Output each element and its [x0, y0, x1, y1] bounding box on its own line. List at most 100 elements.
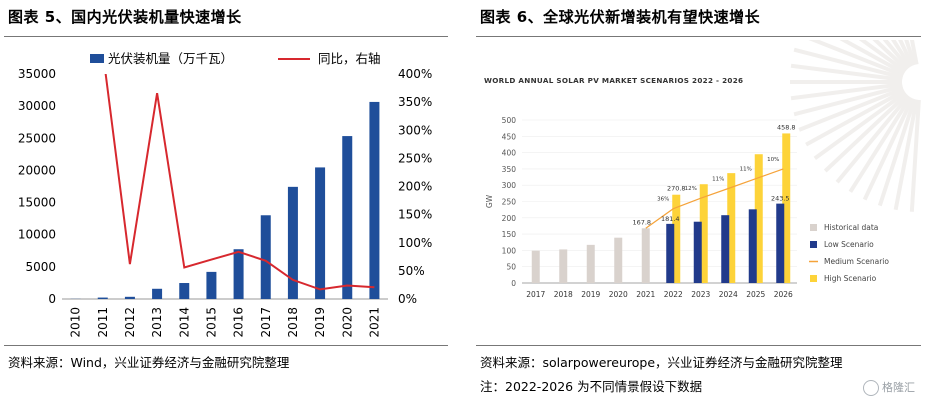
legend-label: High Scenario: [824, 274, 877, 283]
sunburst-ray-icon: [890, 40, 913, 68]
install-bar: [152, 288, 163, 299]
world-pv-scenarios-chart: WORLD ANNUAL SOLAR PV MARKET SCENARIOS 2…: [476, 40, 921, 318]
scenario-chart-title: WORLD ANNUAL SOLAR PV MARKET SCENARIOS 2…: [484, 76, 743, 85]
x-tick-label: 2019: [313, 307, 327, 338]
growth-rate-label: 10%: [767, 157, 779, 163]
sunburst-ray-icon: [823, 92, 909, 173]
growth-rate-label: 12%: [685, 186, 697, 192]
right-title-rule: [476, 36, 921, 37]
historical-value-label: 167.8: [632, 218, 651, 226]
sunburst-ray-icon: [893, 99, 919, 211]
left-title-rule: [4, 36, 448, 37]
high-scenario-bar: [782, 133, 791, 283]
sunburst-ray-icon: [848, 96, 913, 193]
x-tick-label: 2015: [204, 307, 218, 338]
sunburst-ray-icon: [813, 90, 907, 161]
y-right-tick-label: 0%: [398, 292, 417, 306]
x-tick-label: 2026: [774, 290, 793, 299]
watermark-logo-icon: [863, 380, 879, 396]
right-source-text: 资料来源：solarpowereurope，兴业证券经济与金融研究院整理: [480, 355, 843, 370]
sunburst-ray-icon: [790, 63, 903, 82]
sunburst-ray-icon: [793, 84, 904, 117]
y-tick-label: 350: [502, 165, 517, 174]
left-figure-panel: 图表 5、国内光伏装机量快速增长 光伏装机量（万千瓦） 同比，右轴 0 5000 100…: [0, 0, 452, 400]
sunburst-ray-icon: [909, 40, 919, 65]
low-scenario-bar: [748, 209, 757, 283]
legend-label: Medium Scenario: [824, 257, 889, 266]
y-right-tick-label: 100%: [398, 236, 432, 250]
y-left-tick-label: 25000: [18, 131, 56, 145]
sunburst-ray-icon: [805, 88, 906, 147]
legend-bar-label: 光伏装机量（万千瓦）: [108, 51, 233, 66]
high-value-label: 458.8: [777, 123, 796, 131]
legend-line-label: 同比，右轴: [318, 51, 381, 66]
x-tick-label: 2019: [581, 290, 600, 299]
left-figure-title: 图表 5、国内光伏装机量快速增长: [8, 8, 242, 26]
legend-label: Historical data: [824, 223, 878, 232]
y-tick-label: 250: [502, 198, 517, 207]
growth-rate-label: 11%: [740, 167, 752, 173]
x-tick-label: 2021: [367, 307, 381, 338]
sunburst-ray-icon: [793, 47, 904, 80]
x-tick-label: 2021: [636, 290, 655, 299]
left-source-text: 资料来源：Wind，兴业证券经济与金融研究院整理: [8, 355, 290, 370]
x-tick-label: 2014: [177, 307, 191, 338]
sunburst-ray-icon: [835, 94, 911, 184]
y-right-tick-label: 200%: [398, 180, 432, 194]
install-bar: [287, 186, 298, 299]
sunburst-ray-icon: [808, 40, 905, 78]
high-scenario-bar: [672, 194, 681, 283]
y-right-tick-label: 250%: [398, 151, 432, 165]
medium-scenario-line: [645, 168, 784, 229]
x-tick-label: 2020: [340, 307, 354, 338]
high-scenario-bar: [727, 173, 736, 283]
historical-bar: [559, 249, 568, 283]
growth-rate-label: 36%: [657, 197, 669, 203]
watermark-text: 格隆汇: [882, 381, 915, 394]
sunburst-ray-icon: [904, 40, 917, 66]
legend-swatch: [810, 241, 817, 248]
y-tick-label: 500: [502, 116, 517, 125]
high-scenario-bar: [699, 184, 708, 283]
y-tick-label: 450: [502, 132, 517, 141]
x-tick-label: 2017: [526, 290, 545, 299]
right-note-text: 注：2022-2026 为不同情景假设下数据: [480, 379, 703, 394]
legend-swatch: [810, 275, 817, 282]
y-tick-label: 300: [502, 181, 517, 190]
y-left-tick-label: 20000: [18, 163, 56, 177]
install-bar: [342, 136, 353, 299]
install-bar: [97, 297, 108, 299]
install-bar: [260, 215, 271, 299]
growth-rate-label: 11%: [712, 176, 724, 182]
watermark: 格隆汇: [863, 379, 915, 396]
install-bar: [124, 296, 135, 299]
sunburst-ray-icon: [872, 40, 909, 72]
left-source-rule: [4, 345, 448, 346]
y-axis-label: GW: [485, 194, 494, 208]
y-left-tick-label: 15000: [18, 196, 56, 210]
x-tick-label: 2010: [69, 307, 83, 338]
install-bar: [206, 271, 217, 299]
y-right-tick-label: 350%: [398, 95, 432, 109]
x-tick-label: 2025: [746, 290, 765, 299]
historical-bar: [531, 250, 540, 283]
low-value-label: 181.4: [661, 215, 680, 223]
sunburst-ray-icon: [882, 40, 911, 70]
low-scenario-bar: [721, 215, 730, 283]
sunburst-ray-icon: [862, 97, 915, 201]
yoy-growth-line: [104, 74, 375, 291]
historical-bar: [586, 244, 595, 283]
legend-label: Low Scenario: [824, 240, 874, 249]
low-value-label: 243.5: [771, 195, 790, 203]
high-scenario-bar: [754, 154, 763, 283]
y-tick-label: 100: [502, 246, 517, 255]
y-left-tick-label: 5000: [25, 260, 56, 274]
y-right-tick-label: 300%: [398, 123, 432, 137]
install-bar: [179, 283, 190, 299]
legend-bar-swatch: [90, 54, 104, 63]
y-left-tick-label: 30000: [18, 99, 56, 113]
low-scenario-bar: [666, 223, 675, 283]
x-tick-label: 2013: [150, 307, 164, 338]
historical-bar: [614, 237, 623, 283]
right-figure-title: 图表 6、全球光伏新增装机有望快速增长: [480, 8, 761, 26]
